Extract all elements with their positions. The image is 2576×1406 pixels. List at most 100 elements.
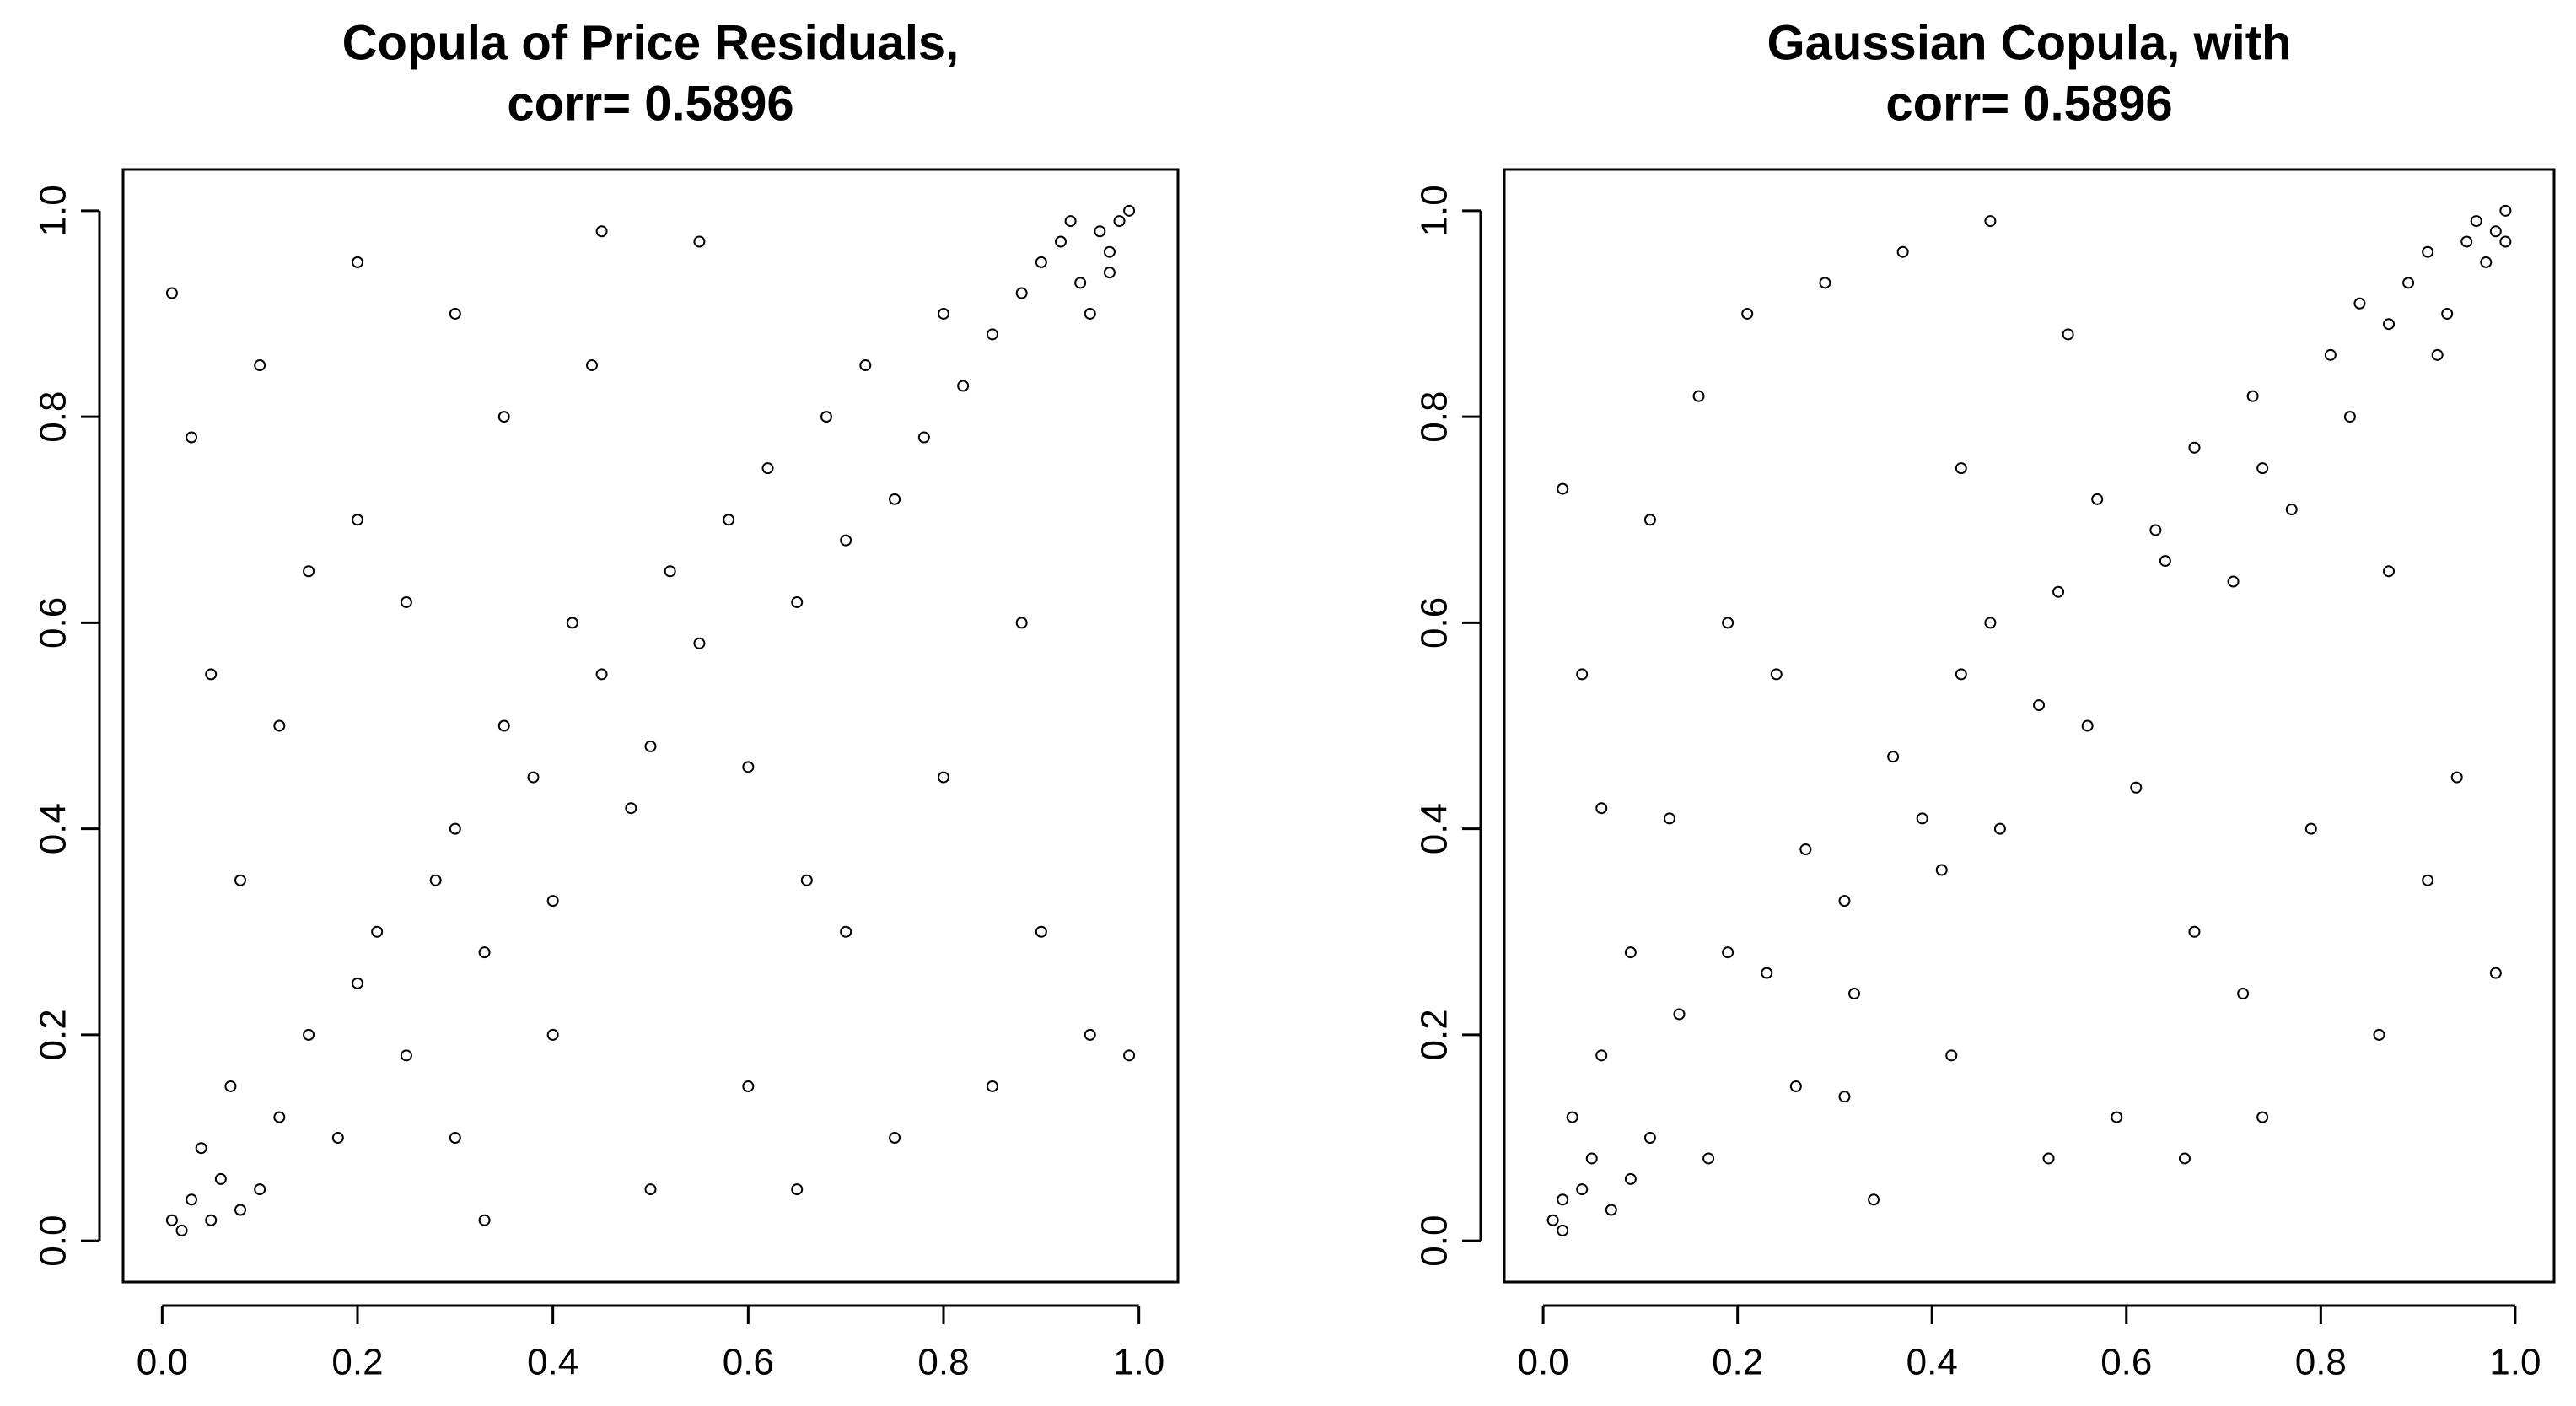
- point: [1799, 843, 1812, 856]
- point: [1643, 514, 1656, 526]
- point: [1103, 245, 1116, 258]
- point: [2460, 235, 2473, 248]
- chart-title: corr= 0.5896: [507, 76, 793, 131]
- point: [2091, 493, 2104, 505]
- point: [1576, 1183, 1589, 1196]
- point: [1993, 822, 2006, 835]
- point: [1595, 1049, 1608, 1062]
- point: [2188, 441, 2201, 454]
- point: [1557, 1224, 1569, 1236]
- point: [497, 411, 510, 423]
- point: [1094, 225, 1106, 238]
- x-tick-label: 0.0: [1518, 1342, 1569, 1383]
- x-tick-label: 0.8: [2295, 1342, 2347, 1383]
- point: [2353, 297, 2366, 310]
- y-tick-label: 0.4: [33, 803, 74, 854]
- point: [546, 895, 559, 908]
- point: [1702, 1152, 1715, 1165]
- point: [2246, 390, 2259, 402]
- y-tick-label: 0.0: [33, 1215, 74, 1267]
- point: [1789, 1080, 1802, 1092]
- point: [2470, 215, 2482, 228]
- point: [2237, 988, 2250, 1000]
- point: [1935, 864, 1948, 876]
- point: [205, 1214, 218, 1226]
- plot: Copula of Price Residuals, corr= 0.5896 0.…: [33, 15, 1180, 1383]
- point: [2422, 874, 2434, 886]
- point: [1643, 1132, 1656, 1145]
- point: [2489, 967, 2502, 979]
- point: [1722, 946, 1734, 959]
- point: [889, 493, 901, 505]
- point: [2383, 318, 2396, 331]
- point: [352, 514, 363, 526]
- point: [1984, 617, 1997, 629]
- point: [400, 1049, 412, 1062]
- point: [331, 1132, 344, 1145]
- point: [957, 380, 970, 392]
- point: [400, 595, 412, 608]
- point: [352, 256, 363, 268]
- point: [186, 1193, 198, 1206]
- point: [1576, 668, 1589, 681]
- point: [1624, 1172, 1637, 1185]
- point: [1945, 1049, 1958, 1062]
- point: [175, 1224, 188, 1236]
- point: [2343, 411, 2356, 423]
- chart-title: Gaussian Copula, with: [1767, 15, 2292, 70]
- point: [303, 565, 315, 578]
- point: [1819, 277, 1831, 289]
- point: [1557, 482, 1569, 495]
- point: [2431, 348, 2444, 361]
- point: [2042, 1152, 2055, 1165]
- point: [2304, 822, 2317, 835]
- point: [1035, 925, 1047, 938]
- point: [664, 565, 676, 578]
- point: [840, 534, 852, 547]
- point: [2130, 781, 2143, 794]
- point: [1848, 988, 1860, 1000]
- point: [1868, 1193, 1880, 1206]
- point: [2159, 555, 2171, 568]
- point: [586, 359, 598, 372]
- point: [1838, 1091, 1851, 1103]
- x-tick-label: 1.0: [1113, 1342, 1164, 1383]
- y-tick-label: 0.4: [1414, 803, 1455, 854]
- plot-frame: [121, 168, 1180, 1284]
- point: [1605, 1204, 1617, 1216]
- point: [595, 668, 608, 681]
- y-tick-label: 0.6: [33, 597, 74, 649]
- point: [566, 617, 578, 629]
- point: [2052, 585, 2065, 598]
- point: [820, 411, 832, 423]
- point: [693, 235, 706, 248]
- point: [234, 874, 246, 886]
- point: [165, 1214, 178, 1226]
- point: [1692, 390, 1705, 402]
- point: [273, 719, 286, 732]
- point: [986, 1080, 998, 1092]
- point: [1955, 668, 1967, 681]
- point: [1015, 287, 1028, 299]
- x-tick-label: 1.0: [2489, 1342, 2541, 1383]
- point: [186, 431, 198, 444]
- point: [644, 1183, 657, 1196]
- point: [1055, 235, 1067, 248]
- point: [791, 1183, 804, 1196]
- point: [1585, 1152, 1598, 1165]
- point: [1084, 1028, 1096, 1041]
- point: [1770, 668, 1783, 681]
- point: [371, 925, 384, 938]
- y-tick-label: 0.0: [1414, 1215, 1455, 1267]
- point: [1955, 462, 1967, 475]
- point: [2256, 1111, 2269, 1123]
- point: [205, 668, 218, 681]
- plot-frame: [1503, 168, 2556, 1284]
- point: [254, 359, 266, 372]
- point: [1887, 751, 1900, 763]
- point: [2499, 235, 2512, 248]
- point: [1084, 307, 1096, 320]
- point: [2062, 328, 2074, 341]
- y-tick-label: 0.8: [1414, 391, 1455, 443]
